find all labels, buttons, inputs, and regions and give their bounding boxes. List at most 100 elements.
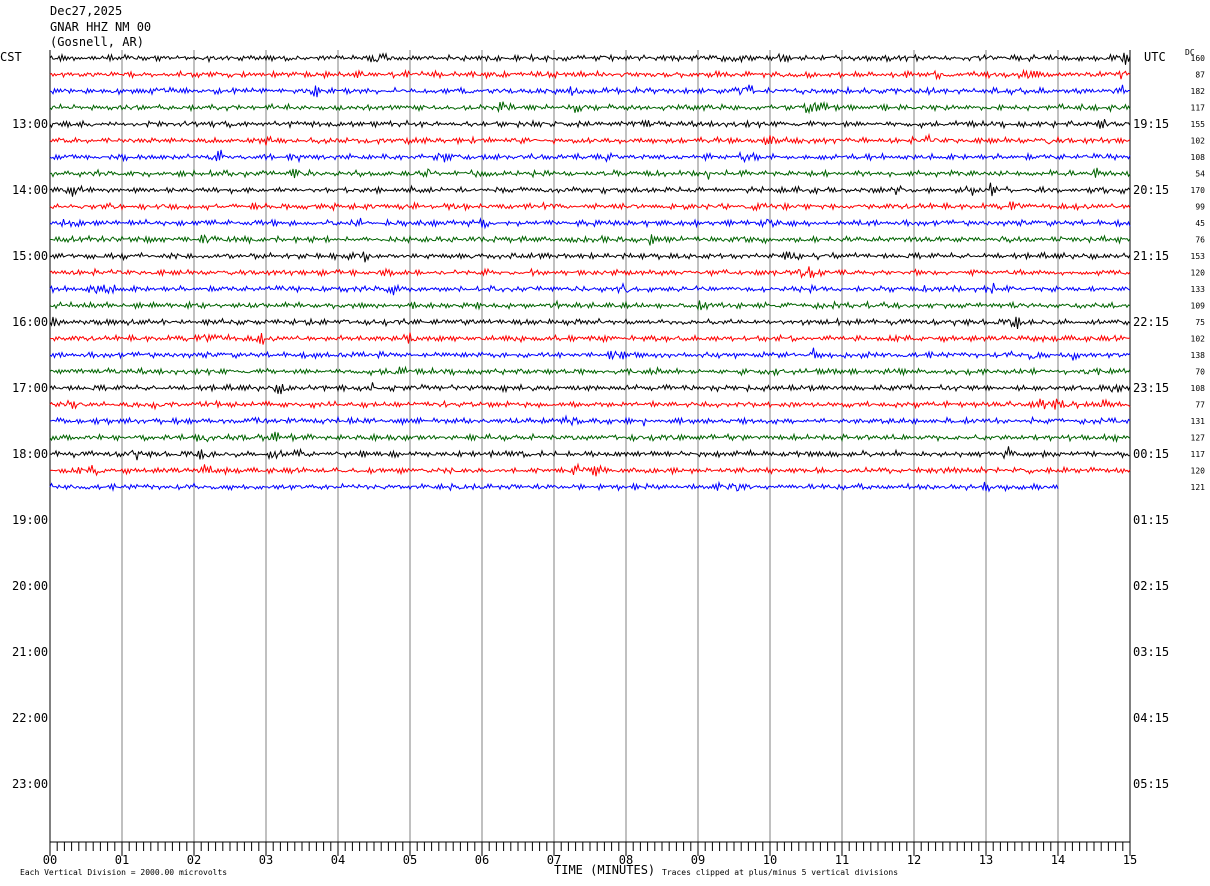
seismic-trace bbox=[49, 68, 1131, 81]
utc-hour-label: 19:15 bbox=[1133, 117, 1169, 131]
utc-hour-label: 23:15 bbox=[1133, 381, 1169, 395]
cst-hour-label: 20:00 bbox=[12, 579, 48, 593]
utc-hour-label: 02:15 bbox=[1133, 579, 1169, 593]
dc-offset-label: 102 bbox=[1191, 137, 1206, 146]
dc-offset-label: 108 bbox=[1191, 153, 1206, 162]
x-tick-label: 15 bbox=[1123, 853, 1137, 867]
utc-axis-title: UTC bbox=[1144, 50, 1166, 64]
cst-hour-label: 18:00 bbox=[12, 447, 48, 461]
dc-offset-label: 155 bbox=[1191, 120, 1206, 129]
cst-hour-label: 19:00 bbox=[12, 513, 48, 527]
seismic-trace bbox=[49, 446, 1131, 461]
utc-hour-label: 04:15 bbox=[1133, 711, 1169, 725]
dc-offset-label: 54 bbox=[1195, 170, 1205, 179]
x-tick-label: 11 bbox=[835, 853, 849, 867]
dc-offset-label: 87 bbox=[1195, 71, 1205, 80]
dc-offset-label: 75 bbox=[1195, 318, 1205, 327]
cst-hour-label: 16:00 bbox=[12, 315, 48, 329]
dc-offset-label: 102 bbox=[1191, 335, 1206, 344]
seismic-trace bbox=[49, 167, 1131, 180]
dc-offset-label: 138 bbox=[1191, 351, 1206, 360]
dc-offset-label: 170 bbox=[1191, 186, 1206, 195]
dc-offset-label: 45 bbox=[1195, 219, 1205, 228]
seismic-trace bbox=[49, 182, 1131, 197]
x-tick-label: 08 bbox=[619, 853, 633, 867]
station-name: GNAR HHZ NM 00 bbox=[50, 20, 152, 34]
x-tick-label: 02 bbox=[187, 853, 201, 867]
dc-offset-label: 153 bbox=[1191, 252, 1206, 261]
utc-hour-label: 00:15 bbox=[1133, 447, 1169, 461]
scale-note: Each Vertical Division = 2000.00 microvo… bbox=[20, 868, 228, 877]
x-tick-label: 06 bbox=[475, 853, 489, 867]
seismic-trace bbox=[49, 480, 1059, 493]
utc-hour-label: 21:15 bbox=[1133, 249, 1169, 263]
plot-date: Dec27,2025 bbox=[50, 4, 123, 18]
seismic-trace bbox=[49, 266, 1131, 279]
seismic-trace bbox=[49, 332, 1131, 345]
station-location: (Gosnell, AR) bbox=[50, 35, 144, 49]
x-tick-label: 10 bbox=[763, 853, 777, 867]
dc-offset-label: 77 bbox=[1195, 401, 1205, 410]
dc-offset-label: 133 bbox=[1191, 285, 1206, 294]
x-tick-label: 03 bbox=[259, 853, 273, 867]
x-tick-label: 00 bbox=[43, 853, 57, 867]
dc-offset-label: 108 bbox=[1191, 384, 1206, 393]
x-tick-label: 07 bbox=[547, 853, 561, 867]
dc-offset-label: 121 bbox=[1191, 483, 1206, 492]
x-tick-label: 13 bbox=[979, 853, 993, 867]
seismic-trace bbox=[49, 431, 1131, 444]
cst-hour-label: 22:00 bbox=[12, 711, 48, 725]
utc-hour-label: 01:15 bbox=[1133, 513, 1169, 527]
dc-axis-title: DC bbox=[1185, 48, 1195, 57]
utc-hour-label: 05:15 bbox=[1133, 777, 1169, 791]
seismic-trace bbox=[49, 414, 1131, 427]
cst-hour-label: 13:00 bbox=[12, 117, 48, 131]
seismic-trace bbox=[49, 282, 1131, 296]
dc-offset-label: 76 bbox=[1195, 236, 1205, 245]
seismic-trace bbox=[49, 200, 1131, 212]
x-tick-label: 09 bbox=[691, 853, 705, 867]
dc-offset-label: 131 bbox=[1191, 417, 1206, 426]
dc-offset-label: 182 bbox=[1191, 87, 1206, 96]
cst-axis-title: CST bbox=[0, 50, 22, 64]
seismic-trace bbox=[49, 316, 1131, 329]
utc-hour-label: 20:15 bbox=[1133, 183, 1169, 197]
seismic-trace bbox=[49, 84, 1130, 98]
dc-offset-label: 99 bbox=[1195, 203, 1205, 212]
dc-offset-label: 120 bbox=[1191, 269, 1206, 278]
cst-hour-label: 23:00 bbox=[12, 777, 48, 791]
seismic-trace bbox=[49, 149, 1131, 164]
seismic-trace bbox=[49, 347, 1131, 361]
x-tick-label: 01 bbox=[115, 853, 129, 867]
x-axis-label: TIME (MINUTES) bbox=[554, 863, 656, 877]
seismic-trace bbox=[49, 217, 1131, 230]
x-tick-label: 05 bbox=[403, 853, 417, 867]
seismic-trace bbox=[49, 382, 1131, 395]
cst-hour-label: 21:00 bbox=[12, 645, 48, 659]
seismic-trace bbox=[49, 119, 1131, 130]
x-tick-label: 14 bbox=[1051, 853, 1065, 867]
seismic-trace bbox=[49, 132, 1131, 146]
dc-offset-label: 109 bbox=[1191, 302, 1206, 311]
seismic-trace bbox=[49, 100, 1131, 115]
seismic-trace bbox=[49, 365, 1131, 377]
dc-offset-label: 120 bbox=[1191, 467, 1206, 476]
x-tick-label: 12 bbox=[907, 853, 921, 867]
utc-hour-label: 03:15 bbox=[1133, 645, 1169, 659]
cst-hour-label: 14:00 bbox=[12, 183, 48, 197]
seismic-trace bbox=[49, 250, 1131, 263]
dc-offset-label: 70 bbox=[1195, 368, 1205, 377]
seismic-trace bbox=[49, 462, 1131, 477]
seismic-trace bbox=[49, 52, 1131, 65]
dc-offset-label: 127 bbox=[1191, 434, 1206, 443]
seismic-trace bbox=[49, 299, 1131, 311]
cst-hour-label: 15:00 bbox=[12, 249, 48, 263]
utc-hour-label: 22:15 bbox=[1133, 315, 1169, 329]
cst-hour-label: 17:00 bbox=[12, 381, 48, 395]
seismic-trace bbox=[49, 398, 1131, 411]
seismic-trace bbox=[50, 233, 1131, 246]
x-tick-label: 04 bbox=[331, 853, 345, 867]
dc-offset-label: 117 bbox=[1191, 104, 1206, 113]
clip-note: Traces clipped at plus/minus 5 vertical … bbox=[662, 868, 899, 877]
